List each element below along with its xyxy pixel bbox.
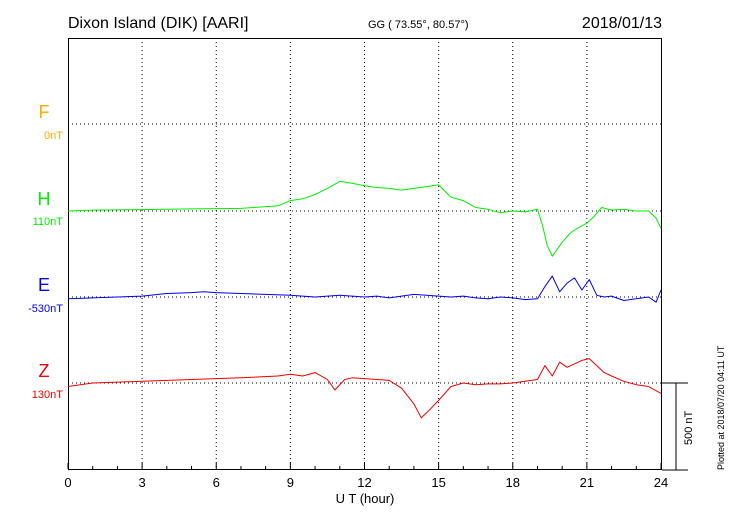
scale-bar-label: 500 nT <box>683 410 695 445</box>
x-tick-label: 9 <box>287 475 294 490</box>
plotted-timestamp: Plotted at 2018/07/20 04:11 UT <box>716 345 726 470</box>
scale-bar: 500 nT <box>662 382 695 471</box>
series-labels: F 0nT H 110nT E -530nT Z 130nT <box>28 102 63 401</box>
x-tick-label: 3 <box>139 475 146 490</box>
series-offset-f: 0nT <box>44 130 63 142</box>
grid-lines <box>68 38 661 469</box>
series-line-h <box>67 180 662 257</box>
series-name-z: Z <box>39 361 50 381</box>
series-name-f: F <box>39 102 50 122</box>
series-name-h: H <box>38 189 51 209</box>
station-title: Dixon Island (DIK) [AARI] <box>68 15 249 32</box>
x-axis-ticks: 0 3 6 9 12 15 18 21 24 <box>64 463 668 490</box>
x-tick-label: 0 <box>64 475 71 490</box>
series-line-z <box>67 358 662 419</box>
x-tick-label: 18 <box>506 475 520 490</box>
x-axis-label: U T (hour) <box>336 491 395 506</box>
series-name-e: E <box>38 275 50 295</box>
x-tick-label: 15 <box>431 475 445 490</box>
x-tick-label: 21 <box>580 475 594 490</box>
series-line-e <box>67 275 662 303</box>
x-tick-label: 6 <box>213 475 220 490</box>
station-coords: GG ( 73.55°, 80.57°) <box>368 19 469 31</box>
series-offset-z: 130nT <box>32 389 63 401</box>
series-offset-h: 110nT <box>33 216 64 228</box>
series-offset-e: -530nT <box>28 303 63 315</box>
x-tick-label: 24 <box>654 475 668 490</box>
series-lines <box>67 180 662 419</box>
chart-date: 2018/01/13 <box>582 15 662 32</box>
x-tick-label: 12 <box>357 475 371 490</box>
